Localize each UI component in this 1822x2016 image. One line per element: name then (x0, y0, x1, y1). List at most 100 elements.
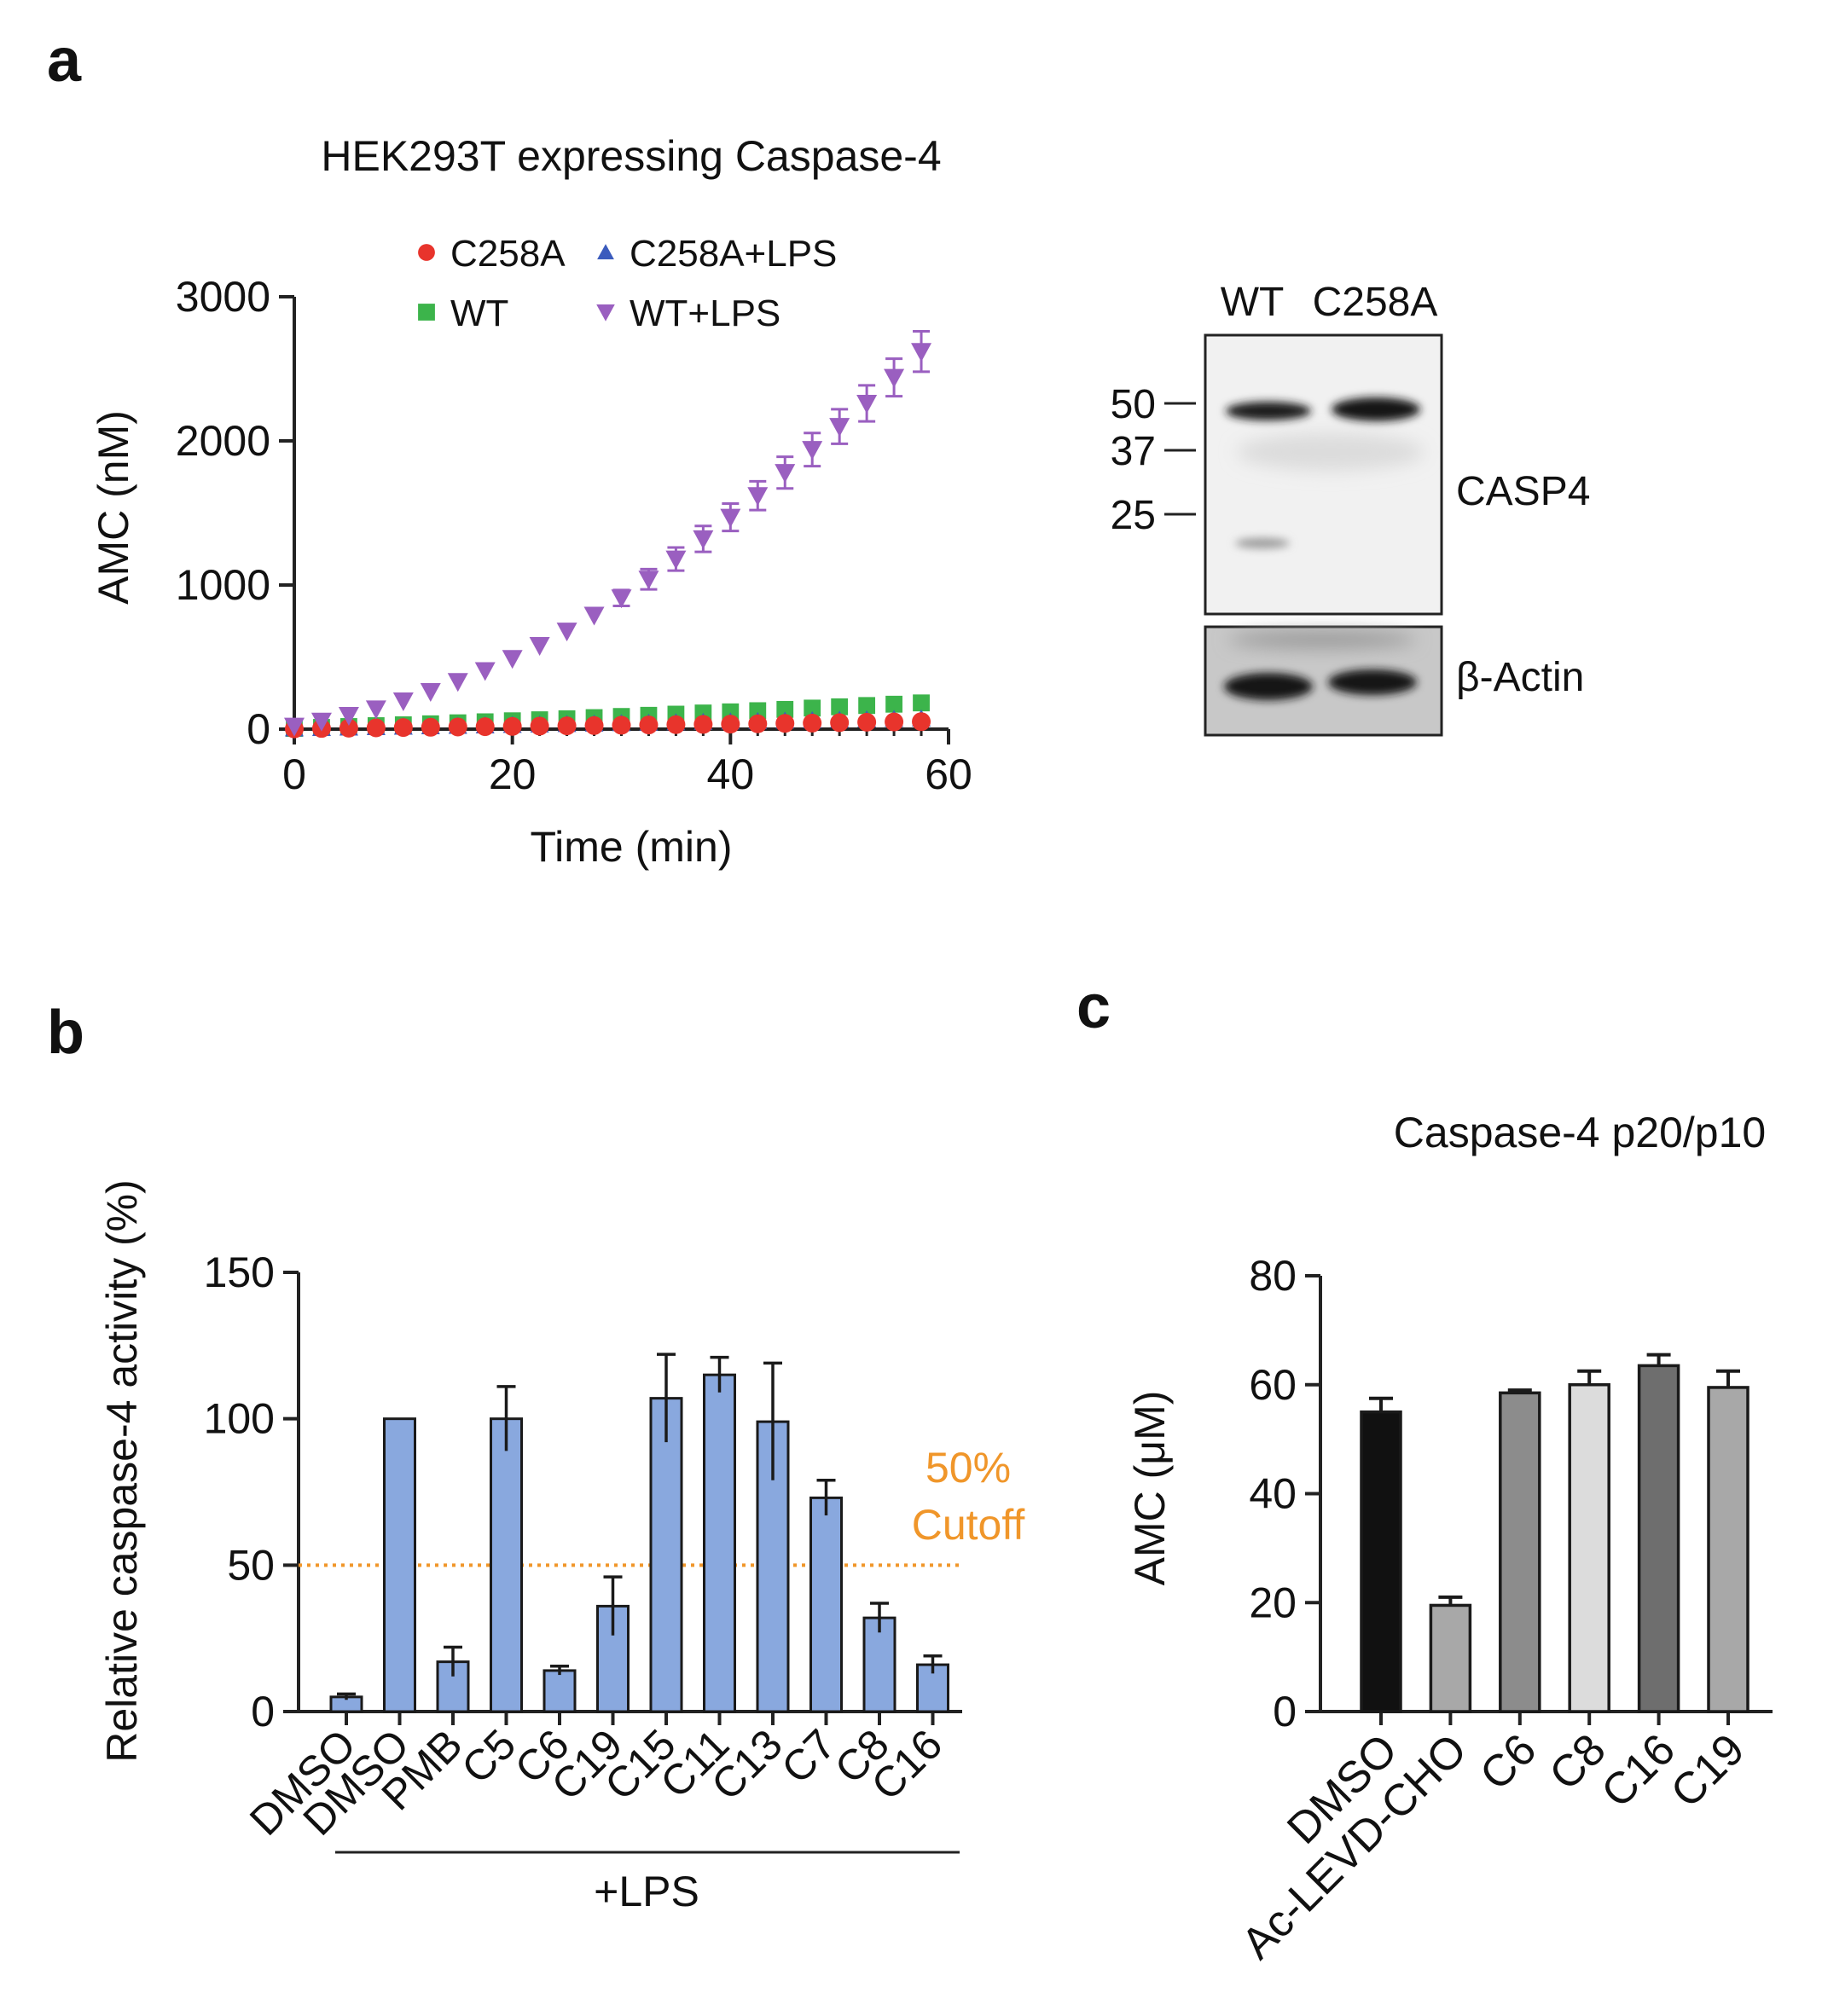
blot-label-casp4: CASP4 (1456, 469, 1590, 514)
chart-b-bar-dmso (383, 1417, 416, 1713)
chart-a-point-wt-lps (856, 395, 878, 414)
chart-b-bar-c6 (543, 1669, 577, 1713)
western-blot: WT C258A 50 37 25 CASP4 β-Actin (1111, 280, 1590, 737)
chart-c-bar-c19 (1707, 1386, 1749, 1713)
chart-c-bar-ac-levd-cho (1429, 1603, 1472, 1713)
chart-a-title: HEK293T expressing Caspase-4 (321, 132, 941, 180)
actin-top-smear (1228, 631, 1416, 648)
chart-a-point-c258a (857, 712, 877, 732)
chart-c-ytick-label: 80 (1249, 1252, 1297, 1300)
chart-c-category-label: C16 (1593, 1724, 1685, 1816)
legend-label: C258A (450, 233, 566, 275)
chart-a-point-wt-lps (611, 589, 632, 609)
marker-50: 50 (1111, 382, 1156, 427)
chart-a-point-wt (776, 700, 794, 718)
chart-a-point-wt-lps (447, 673, 468, 692)
casp4-faint-band-wt (1235, 538, 1290, 548)
legend-marker-wt-lps (596, 304, 615, 322)
chart-b: 050100150DMSODMSOPMBC5C6C19C15C11C13C7C8… (98, 1179, 1024, 1915)
lane-label-c258a: C258A (1313, 280, 1438, 325)
chart-a-point-c258a (584, 715, 604, 735)
chart-a-point-wt-lps (310, 712, 332, 732)
chart-c: Caspase-4 p20/p10 020406080DMSOAc-LEVD-C… (1126, 1109, 1773, 1969)
chart-a-point-wt-lps (638, 571, 659, 590)
chart-a-point-c258a (748, 714, 768, 733)
chart-c-bar-c8 (1568, 1383, 1610, 1713)
lps-label: +LPS (594, 1868, 699, 1915)
blot-label-actin: β-Actin (1456, 655, 1584, 700)
marker-25: 25 (1111, 493, 1156, 538)
chart-c-ytick-label: 0 (1273, 1688, 1297, 1735)
legend-marker-wt (418, 304, 435, 321)
casp4-smear (1237, 433, 1425, 471)
chart-a-point-c258a (421, 717, 440, 737)
chart-a-point-c258a (721, 715, 740, 734)
chart-a-point-c258a (475, 717, 495, 737)
chart-a-point-c258a (530, 716, 549, 736)
chart-a-point-wt-lps (693, 530, 714, 549)
chart-a-ylabel: AMC (nM) (90, 410, 137, 605)
chart-a-point-wt-lps (365, 700, 386, 720)
chart-b-bar-c8 (862, 1616, 896, 1713)
lane-label-wt: WT (1221, 280, 1285, 325)
chart-b-ytick-label: 150 (204, 1248, 275, 1296)
chart-a-point-wt-lps (284, 717, 305, 737)
panel-letter-a: a (47, 26, 82, 95)
panel-letter-c: c (1076, 973, 1111, 1041)
marker-37: 37 (1111, 429, 1156, 474)
chart-a-point-c258a (830, 713, 850, 733)
chart-a-point-wt-lps (747, 487, 769, 507)
chart-a-legend: C258A C258A+LPS WT WT+LPS (418, 233, 837, 334)
chart-c-ylabel: AMC (μM) (1126, 1391, 1174, 1586)
chart-c-ytick-label: 20 (1249, 1579, 1297, 1626)
chart-a-point-wt-lps (775, 464, 796, 484)
chart-a-point-wt (885, 695, 902, 713)
chart-b-bar-c15 (649, 1397, 683, 1713)
chart-a-point-wt-lps (556, 623, 577, 642)
chart-a-point-wt-lps (665, 550, 687, 570)
chart-a-point-c258a (339, 718, 358, 738)
chart-b-bar-c7 (809, 1496, 843, 1713)
chart-c-category-label: C6 (1471, 1724, 1546, 1799)
chart-a-point-c258a (775, 714, 795, 733)
chart-a-point-wt-lps (420, 683, 441, 703)
chart-b-axes: 050100150DMSODMSOPMBC5C6C19C15C11C13C7C8… (204, 1248, 962, 1845)
cutoff-label-word: Cutoff (912, 1501, 1025, 1549)
chart-a-ytick-label: 1000 (176, 561, 270, 609)
chart-b-ytick-label: 0 (251, 1688, 275, 1735)
chart-a-point-wt (831, 698, 849, 715)
chart-c-ytick-label: 60 (1249, 1361, 1297, 1409)
legend-label: WT+LPS (630, 293, 780, 334)
chart-b-ytick-label: 50 (227, 1541, 275, 1589)
chart-a-xtick-label: 60 (925, 750, 972, 798)
chart-a-point-wt-lps (802, 441, 823, 461)
cutoff-label-percent: 50% (926, 1444, 1011, 1492)
chart-c-bars (1360, 1353, 1749, 1713)
chart-a-point-c258a (885, 712, 904, 732)
chart-a-point-c258a (666, 715, 686, 734)
chart-a-axes: 0 1000 2000 3000 0 20 40 60 (176, 273, 972, 798)
chart-a-point-wt-lps (529, 636, 550, 656)
chart-a-xtick-label: 20 (489, 750, 537, 798)
chart-b-bar-c11 (703, 1373, 736, 1713)
chart-a-points (284, 330, 932, 739)
actin-band-c258a (1328, 669, 1417, 695)
chart-c-bar-c16 (1637, 1364, 1680, 1713)
legend-marker-c258a (418, 244, 435, 261)
legend-marker-c258a-lps (597, 244, 614, 260)
chart-a-xtick-label: 40 (707, 750, 755, 798)
chart-a-point-wt (804, 699, 821, 717)
chart-b-bar-c5 (490, 1417, 523, 1713)
chart-a-point-wt-lps (392, 692, 414, 712)
chart-a-point-wt-lps (884, 368, 905, 388)
chart-a-point-c258a (366, 718, 386, 738)
chart-a-ytick-label: 2000 (176, 417, 270, 465)
chart-a-point-wt-lps (338, 706, 359, 726)
chart-b-bars (329, 1353, 949, 1713)
chart-a-xlabel: Time (min) (530, 823, 732, 871)
blot-casp4-membrane (1204, 333, 1443, 616)
chart-a: HEK293T expressing Caspase-4 C258A C258A+… (90, 132, 972, 871)
chart-a-point-wt-lps (829, 418, 850, 437)
chart-c-ytick-label: 40 (1249, 1470, 1297, 1518)
chart-a-point-c258a (448, 717, 467, 737)
